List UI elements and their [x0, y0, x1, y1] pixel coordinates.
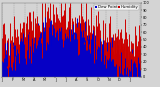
Legend: Dew Point, Humidity: Dew Point, Humidity: [95, 5, 139, 10]
